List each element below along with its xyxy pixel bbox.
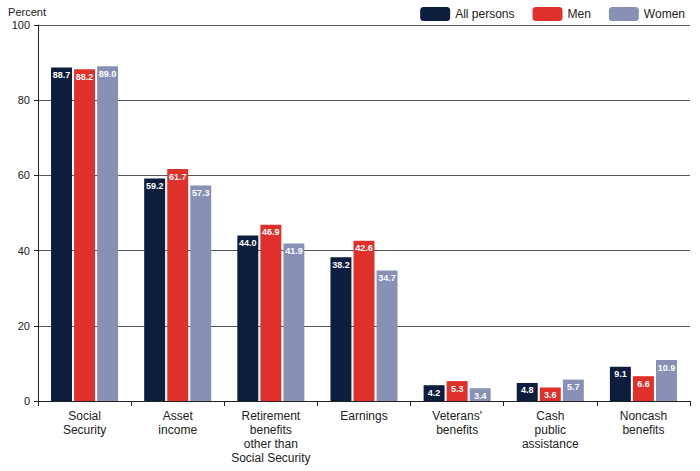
svg-text:Retirement: Retirement: [242, 409, 301, 423]
svg-text:0: 0: [24, 395, 30, 407]
svg-text:40: 40: [18, 245, 30, 257]
svg-text:Asset: Asset: [163, 409, 194, 423]
svg-text:Social Security: Social Security: [231, 451, 310, 465]
svg-text:other than: other than: [244, 437, 298, 451]
svg-text:80: 80: [18, 94, 30, 106]
svg-text:5.3: 5.3: [451, 384, 464, 394]
svg-text:41.9: 41.9: [285, 246, 303, 256]
svg-text:46.9: 46.9: [262, 227, 280, 237]
svg-text:3.6: 3.6: [544, 390, 557, 400]
svg-text:Percent: Percent: [8, 6, 46, 18]
svg-text:benefits: benefits: [436, 423, 478, 437]
svg-text:44.0: 44.0: [239, 238, 257, 248]
svg-text:Security: Security: [63, 423, 106, 437]
svg-text:9.1: 9.1: [614, 369, 627, 379]
svg-text:Cash: Cash: [536, 409, 564, 423]
svg-text:benefits: benefits: [250, 423, 292, 437]
svg-text:61.7: 61.7: [169, 172, 187, 182]
svg-text:Men: Men: [568, 7, 591, 21]
svg-text:assistance: assistance: [522, 437, 579, 451]
svg-text:60: 60: [18, 169, 30, 181]
svg-text:4.8: 4.8: [521, 385, 534, 395]
svg-text:Noncash: Noncash: [620, 409, 667, 423]
svg-text:All persons: All persons: [455, 7, 514, 21]
svg-text:88.7: 88.7: [53, 70, 71, 80]
svg-text:38.2: 38.2: [332, 260, 350, 270]
svg-text:57.3: 57.3: [192, 188, 210, 198]
svg-text:income: income: [158, 423, 197, 437]
svg-text:Veterans': Veterans': [432, 409, 482, 423]
svg-text:Women: Women: [644, 7, 685, 21]
svg-text:Earnings: Earnings: [340, 409, 387, 423]
svg-text:public: public: [535, 423, 566, 437]
svg-text:Social: Social: [68, 409, 101, 423]
svg-text:88.2: 88.2: [76, 72, 94, 82]
svg-text:89.0: 89.0: [99, 69, 117, 79]
svg-text:100: 100: [12, 19, 30, 31]
svg-text:59.2: 59.2: [146, 181, 164, 191]
svg-text:10.9: 10.9: [658, 363, 676, 373]
svg-text:5.7: 5.7: [567, 382, 580, 392]
svg-text:20: 20: [18, 320, 30, 332]
svg-text:6.6: 6.6: [637, 379, 650, 389]
svg-text:3.4: 3.4: [474, 391, 487, 401]
svg-text:benefits: benefits: [622, 423, 664, 437]
svg-text:42.6: 42.6: [355, 243, 373, 253]
svg-text:4.2: 4.2: [428, 388, 441, 398]
svg-text:34.7: 34.7: [378, 273, 396, 283]
